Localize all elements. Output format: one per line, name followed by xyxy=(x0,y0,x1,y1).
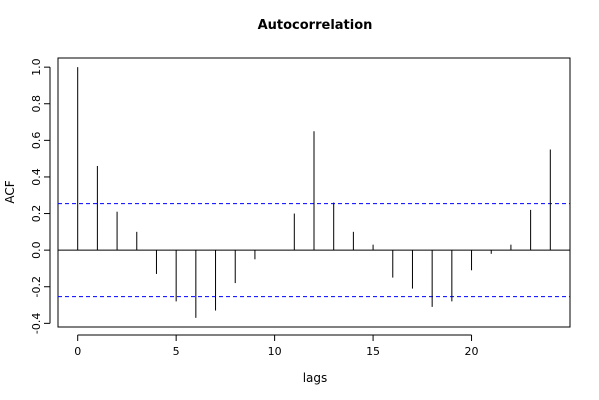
chart-title: Autocorrelation xyxy=(258,18,373,33)
y-tick-label: 0.4 xyxy=(30,168,43,186)
x-tick-label: 15 xyxy=(366,345,380,358)
x-tick-label: 10 xyxy=(268,345,282,358)
y-tick-label: 1.0 xyxy=(30,58,43,76)
y-tick-label: -0.4 xyxy=(30,313,43,334)
x-tick-label: 5 xyxy=(173,345,180,358)
y-tick-label: 0.2 xyxy=(30,205,43,223)
y-tick-label: 0.6 xyxy=(30,132,43,150)
y-tick-label: 0.0 xyxy=(30,241,43,259)
y-axis-label: ACF xyxy=(3,180,17,203)
x-tick-label: 20 xyxy=(465,345,479,358)
x-axis-label: lags xyxy=(303,371,328,385)
x-tick-label: 0 xyxy=(74,345,81,358)
plot-area: 0 5 10 15 20 -0.4 -0.2 0.0 0.2 0.4 0.6 0.8 1.0 xyxy=(30,57,571,358)
y-tick-label: -0.2 xyxy=(30,276,43,297)
plot-frame xyxy=(57,57,571,328)
y-tick-label: 0.8 xyxy=(30,95,43,113)
